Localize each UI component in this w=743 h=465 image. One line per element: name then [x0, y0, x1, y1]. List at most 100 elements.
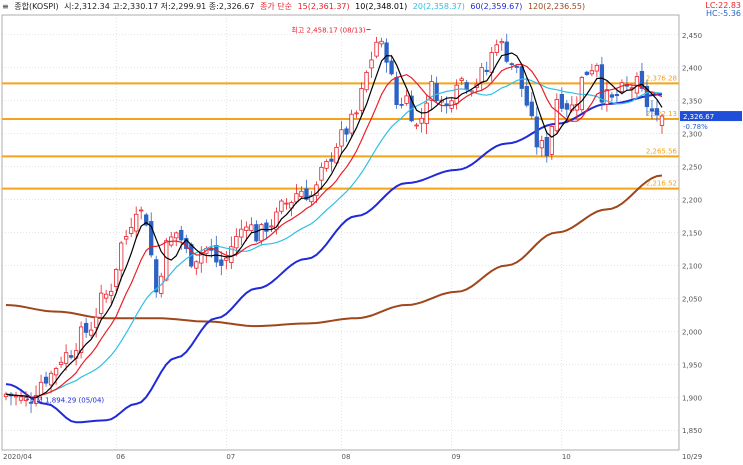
candle-body [174, 232, 179, 239]
candle-body [339, 129, 344, 147]
candle-body [514, 66, 519, 68]
candle-body [509, 63, 514, 66]
candle-body [179, 229, 184, 241]
candle-body [644, 85, 650, 108]
candle-body [654, 108, 660, 116]
candle-body [459, 78, 464, 81]
candle-body [374, 41, 379, 57]
x-axis: 2020/04 06 07 08 09 10 10/29 [3, 453, 702, 461]
menu-icon[interactable]: ≡ [2, 2, 9, 11]
ma120-value: 120(2,236.55) [527, 2, 586, 11]
candle-body [18, 396, 24, 401]
ma20-path [5, 78, 663, 398]
candle-body [324, 161, 329, 169]
candle-body [429, 81, 434, 101]
ma20-value: 20(2,358.37) [412, 2, 465, 11]
x-tick-label: 07 [226, 453, 235, 461]
candle-body [199, 252, 204, 264]
sr-line-label: 2,216.52 [646, 180, 677, 188]
candle-body [389, 60, 394, 75]
y-tick-label: 2,300 [682, 131, 702, 139]
ma15-value: 15(2,361.37) [297, 2, 350, 11]
y-tick-label: 2,450 [682, 32, 702, 40]
candle-body [83, 322, 89, 333]
candle-body [564, 103, 569, 110]
candle-body [209, 248, 214, 251]
candle-body [53, 368, 59, 376]
y-tick-label: 2,350 [682, 98, 702, 106]
x-tick-label: 10/29 [682, 453, 702, 461]
candle-body [194, 261, 199, 269]
candle-body [164, 240, 169, 281]
candle-body [149, 221, 154, 256]
candle-body [139, 209, 144, 212]
lc-readout: LC:22.83 [705, 1, 741, 10]
candle-body [349, 113, 354, 134]
index-label: 종합(KOSPI) [14, 2, 59, 11]
candle-body [239, 228, 244, 238]
candle-body [109, 290, 114, 296]
candle-body [124, 236, 129, 240]
candle-body [584, 71, 590, 75]
candle-body [224, 257, 229, 261]
candle-body [78, 326, 84, 353]
y-tick-label: 1,850 [682, 427, 702, 435]
y-tick-label: 2,100 [682, 262, 702, 270]
y-tick-label: 2,200 [682, 197, 702, 205]
candle-body [304, 188, 309, 200]
sr-line-label: 2,322.13 [646, 110, 677, 118]
candle-body [93, 316, 99, 328]
candle-body [114, 269, 119, 287]
candle-body [154, 259, 159, 293]
candle-body [63, 352, 69, 364]
ma10-value: 10(2,348.01) [355, 2, 408, 11]
candle-body [184, 238, 189, 249]
candle-body [494, 44, 499, 54]
annotations: 최고 2,458.17 (08/13) 최저 1,894.29 (05/04) [26, 26, 371, 404]
candle-body [48, 372, 54, 386]
candle-body [549, 126, 554, 155]
candle-body [144, 214, 149, 226]
candle-body [649, 108, 655, 112]
candle-body [249, 224, 254, 232]
x-tick-label: 09 [452, 453, 461, 461]
candle-body [529, 101, 534, 117]
y-axis: 1,850 1,900 1,950 2,000 2,050 2,100 2,150 2,200… [680, 32, 742, 435]
hc-readout: HC:-5.36 [706, 9, 741, 18]
candle-body [419, 117, 424, 124]
candle-body [58, 361, 64, 365]
candle-body [609, 94, 615, 98]
candle-body [404, 95, 409, 104]
candle-body [119, 242, 124, 271]
grid [1, 14, 680, 451]
candle-body [28, 401, 34, 404]
candle-body [519, 66, 524, 89]
candle-body [359, 88, 364, 111]
candle-body [364, 72, 369, 91]
candle-body [414, 124, 419, 127]
ma60-value: 60(2,359.67) [470, 2, 523, 11]
candle-body [539, 140, 544, 149]
candle-body [524, 85, 529, 106]
candle-body [269, 225, 274, 228]
ohlc-values: 시:2,312.34 고:2,330.17 저:2,299.91 종:2,326… [64, 2, 255, 11]
candle-body [434, 83, 439, 102]
candle-body [489, 52, 494, 73]
x-tick-label: 08 [342, 453, 351, 461]
candle-body [43, 376, 49, 384]
candle-body [604, 89, 610, 105]
candle-body [38, 381, 44, 396]
plot-frame [1, 14, 680, 451]
candle-body [103, 293, 109, 299]
candle-body [229, 246, 234, 263]
candle-body [484, 69, 489, 73]
y-tick-label: 2,000 [682, 328, 702, 336]
x-tick-label: 06 [116, 453, 125, 461]
y-tick-label: 2,150 [682, 230, 702, 238]
candle-body [68, 355, 74, 358]
candle-body [589, 70, 595, 75]
candle-body [379, 40, 384, 45]
current-change-label: -0.78% [683, 123, 708, 131]
candle-body [334, 146, 339, 164]
